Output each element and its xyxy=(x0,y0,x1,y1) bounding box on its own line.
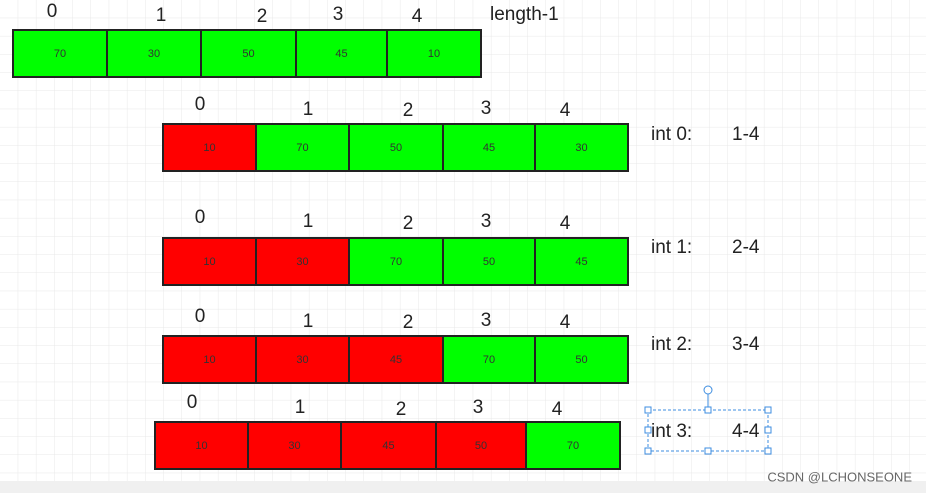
cell xyxy=(525,421,621,470)
selection xyxy=(644,385,772,455)
cell-value: 30 xyxy=(288,440,300,452)
cell-value: 45 xyxy=(483,142,495,154)
index-label: 2 xyxy=(396,399,407,420)
cell-value: 45 xyxy=(335,48,347,60)
cell-value: 45 xyxy=(390,354,402,366)
note: length-1 xyxy=(490,4,559,25)
cell xyxy=(348,123,444,172)
index-label: 3 xyxy=(333,4,344,25)
cell-value: 10 xyxy=(203,256,215,268)
index-label: 3 xyxy=(481,310,492,331)
cell xyxy=(162,237,257,286)
cell xyxy=(255,237,350,286)
cell xyxy=(348,237,444,286)
cell-value: 45 xyxy=(575,256,587,268)
index-label: 4 xyxy=(560,312,571,333)
cell-value: 10 xyxy=(428,48,440,60)
cell-value: 10 xyxy=(203,142,215,154)
cell-value: 30 xyxy=(296,256,308,268)
index-label: 2 xyxy=(403,100,414,121)
cell xyxy=(162,123,257,172)
cell xyxy=(348,335,444,384)
cell xyxy=(534,123,629,172)
pass-label: int 0: xyxy=(651,124,692,145)
index-label: 3 xyxy=(481,211,492,232)
index-label: 2 xyxy=(403,312,414,333)
cell-value: 30 xyxy=(296,354,308,366)
index-label: 1 xyxy=(303,99,314,120)
index-label: 1 xyxy=(303,311,314,332)
cell xyxy=(534,237,629,286)
index-label: 4 xyxy=(552,399,563,420)
cell-value: 30 xyxy=(575,142,587,154)
cell-value: 50 xyxy=(390,142,402,154)
index-label: 0 xyxy=(195,306,206,327)
cell-value: 50 xyxy=(483,256,495,268)
pass-range: 3-4 xyxy=(732,334,760,355)
pass-range: 4-4 xyxy=(732,421,760,442)
cell-value: 70 xyxy=(54,48,66,60)
cell xyxy=(442,237,536,286)
cell xyxy=(106,29,202,78)
index-label: 4 xyxy=(412,6,423,27)
cell-value: 70 xyxy=(483,354,495,366)
cell xyxy=(295,29,388,78)
pass-range: 2-4 xyxy=(732,237,760,258)
index-label: 0 xyxy=(195,94,206,115)
cell-value: 70 xyxy=(296,142,308,154)
cell-value: 50 xyxy=(475,440,487,452)
cell xyxy=(162,335,257,384)
pass-label: int 1: xyxy=(651,237,692,258)
index-label: 4 xyxy=(560,213,571,234)
cell-value: 10 xyxy=(203,354,215,366)
index-label: 2 xyxy=(257,6,268,27)
cell-value: 30 xyxy=(148,48,160,60)
index-label: 1 xyxy=(303,211,314,232)
cell-value: 10 xyxy=(195,440,207,452)
pass-range: 1-4 xyxy=(732,124,760,145)
index-label: 0 xyxy=(47,1,58,22)
cell-value: 50 xyxy=(242,48,254,60)
pass-label: int 2: xyxy=(651,334,692,355)
watermark: CSDN @LCHONSEONE xyxy=(767,469,912,484)
cell-value: 50 xyxy=(575,354,587,366)
index-label: 4 xyxy=(560,100,571,121)
index-label: 0 xyxy=(187,392,198,413)
index-label: 0 xyxy=(195,207,206,228)
index-label: 3 xyxy=(473,397,484,418)
cell-value: 70 xyxy=(567,440,579,452)
cell-value: 70 xyxy=(390,256,402,268)
cell xyxy=(255,335,350,384)
content: 70 30 50 45 100 1 2 3 4 length-110 70 50 45 300 1 2 3 4in… xyxy=(12,1,760,470)
cell xyxy=(435,421,527,470)
index-label: 1 xyxy=(295,397,306,418)
cell-value: 45 xyxy=(382,440,394,452)
cell xyxy=(247,421,342,470)
index-label: 3 xyxy=(481,98,492,119)
pass-label: int 3: xyxy=(651,421,692,442)
cell xyxy=(534,335,629,384)
cell xyxy=(386,29,482,78)
cell xyxy=(442,123,536,172)
bottom-strip xyxy=(0,481,926,493)
index-label: 1 xyxy=(156,5,167,26)
index-label: 2 xyxy=(403,213,414,234)
